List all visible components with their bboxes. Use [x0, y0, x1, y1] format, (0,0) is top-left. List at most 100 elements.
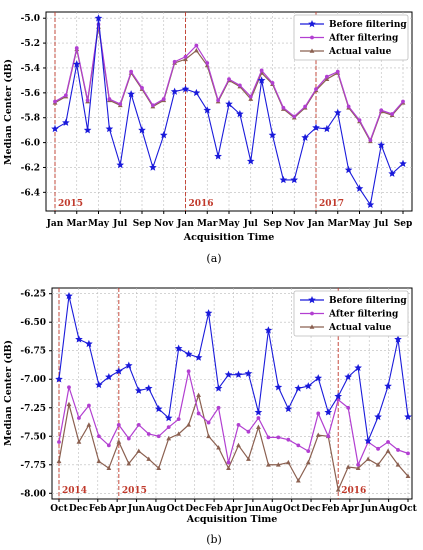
chart-b-series-before-point-11 [164, 414, 173, 422]
chart-b-legend-label-after: After filtering [328, 310, 399, 320]
chart-b-y-ticks: -6.25 -6.50 -6.75 -7.00 -7.25 -7.50 -7.75 -8.00 [20, 290, 52, 499]
chart-b-series-actual-point-28 [335, 487, 341, 492]
chart-b-series-before-point-31 [364, 436, 372, 445]
chart-b-series-after-point-12 [176, 417, 181, 422]
chart-b-series-actual-point-18 [236, 442, 241, 448]
chart-b-series-actual-point-26 [315, 432, 321, 437]
chart-a-y-tick-label: -5.0 [21, 14, 40, 24]
chart-a-y-tick-label: -5.4 [21, 64, 40, 74]
chart-a: 2015 2016 2017 -5.0 -5.2 -5.4 -5.6 -5.8 -6.0 -6.… [3, 11, 413, 265]
chart-b-series-actual-point-3 [86, 422, 92, 427]
chart-a-series-after-point-21 [281, 105, 286, 110]
chart-b-series-actual-point-30 [355, 465, 361, 471]
chart-b-y-tick-label: -7.25 [20, 404, 46, 414]
chart-b-series-actual-point-21 [266, 462, 271, 467]
chart-b-series-before-point-23 [284, 404, 293, 413]
chart-b-series-before-point-18 [234, 370, 243, 378]
chart-b-series-after-point-23 [286, 437, 291, 442]
chart-b-x-tick-label: Apr [223, 504, 242, 514]
chart-a-year-label-2017: 2017 [319, 199, 344, 209]
chart-a-series-actual-point-12 [183, 56, 188, 62]
chart-b-series-after-point-35 [406, 451, 410, 456]
chart-a-x-tick-label: Jul [243, 219, 259, 229]
chart-b-series-before-point-2 [75, 335, 83, 343]
chart-b-series-after-point-15 [206, 420, 211, 425]
chart-a-series-after-point-14 [205, 61, 210, 65]
chart-b-x-tick-label: Feb [89, 504, 107, 514]
chart-b-series-actual-line [58, 393, 409, 492]
chart-a-series-after-point-17 [237, 83, 242, 88]
chart-a-series-before-point-16 [225, 100, 233, 108]
chart-b-y-tick-label: -6.75 [20, 347, 46, 357]
chart-a-series-before-point-28 [355, 184, 364, 192]
chart-b-series-before-point-16 [214, 384, 223, 392]
chart-b-series-after-point-18 [236, 422, 241, 427]
chart-b-series-actual-point-24 [295, 478, 301, 483]
chart-b-series-before-point-20 [254, 408, 263, 416]
chart-a-series-before-point-23 [301, 133, 309, 141]
chart-b-series-after-point-26 [316, 411, 321, 416]
chart-b-series-after-point-1 [67, 385, 71, 390]
chart-a-series-after-point-11 [172, 59, 177, 64]
chart-b-x-tick-label: Oct [399, 504, 417, 514]
chart-a-year-label-2016: 2016 [189, 199, 214, 209]
chart-a-series-before-point-6 [116, 160, 125, 169]
chart-a-series-actual-point-18 [248, 96, 254, 101]
chart-a-year-markers: 2015 2016 2017 [54, 12, 344, 211]
chart-a-series-before-point-4 [94, 14, 103, 22]
chart-a-y-tick-label: -5.6 [21, 89, 40, 99]
chart-b-series-actual-point-1 [66, 401, 72, 407]
chart-a-series-after-point-1 [63, 93, 68, 98]
chart-b-series-actual-point-29 [345, 464, 351, 469]
chart-a-series-before-point-1 [62, 118, 70, 126]
chart-b-x-tick-label: Dec [69, 504, 89, 514]
chart-a-legend-marker-before-point-0 [308, 20, 316, 28]
chart-b-series-actual-point-6 [116, 439, 122, 444]
chart-b-series-before-point-10 [154, 404, 163, 413]
chart-b-series-before-point-17 [224, 370, 233, 378]
chart-a-series-before-point-9 [149, 163, 157, 171]
chart-a-series-before-point-27 [344, 165, 353, 174]
chart-a-series-after-point-5 [107, 97, 112, 101]
chart-a-series-group [51, 14, 407, 209]
chart-b-series-after-point-25 [306, 449, 311, 453]
chart-b-series-before-point-15 [204, 309, 213, 317]
chart-b-series-before-point-35 [404, 412, 412, 421]
chart-b-legend-marker-after-point-0 [310, 311, 314, 316]
chart-b-series-before-point-19 [244, 369, 253, 377]
chart-b-series-group [55, 291, 412, 492]
chart-a-series-before-point-31 [388, 169, 396, 177]
chart-a-legend-label-actual: Actual value [328, 47, 392, 57]
chart-a-series-after-point-25 [324, 74, 329, 79]
chart-b-series-before-point-4 [95, 380, 103, 389]
chart-a-year-label-2015: 2015 [58, 199, 83, 209]
chart-a-x-ticks: Jan Mar May Jul Sep Nov Jan Mar May Jul Sep Nov Jan M… [46, 211, 412, 229]
chart-a-x-tick-label: Mar [66, 219, 87, 229]
chart-b-series-actual-point-32 [375, 462, 381, 467]
chart-b-series-after-point-3 [87, 403, 91, 408]
chart-a-x-tick-label: Jul [373, 219, 389, 229]
chart-b-legend-label-actual: Actual value [328, 323, 392, 333]
chart-b-y-axis-label: Median Center (dB) [3, 340, 14, 446]
chart-a-series-after-point-27 [346, 104, 351, 109]
chart-b-series-actual-point-13 [186, 422, 192, 427]
chart-a-series-after-point-3 [85, 98, 90, 103]
chart-a-series-after-point-30 [379, 108, 384, 113]
chart-b-series-before-point-28 [334, 392, 342, 400]
chart-b-series-actual-point-8 [136, 448, 142, 453]
chart-a-series-before-point-15 [214, 152, 222, 160]
chart-a-x-tick-label: May [218, 219, 240, 229]
chart-a-x-tick-label: Mar [327, 219, 348, 229]
chart-a-series-before-point-26 [333, 108, 342, 116]
chart-a-legend-box [293, 14, 409, 61]
chart-b-y-tick-label: -8.00 [20, 489, 46, 499]
chart-a-series-before-point-13 [192, 88, 201, 97]
chart-b-series-actual-point-25 [305, 459, 311, 465]
chart-b-series-actual-point-12 [176, 431, 182, 436]
chart-b-caption: (b) [206, 533, 222, 546]
chart-a-y-tick-label: -5.2 [21, 39, 40, 49]
chart-b-x-tick-label: Apr [107, 504, 126, 514]
chart-b-x-tick-label: Aug [378, 504, 400, 514]
chart-b-legend-box [293, 290, 409, 337]
